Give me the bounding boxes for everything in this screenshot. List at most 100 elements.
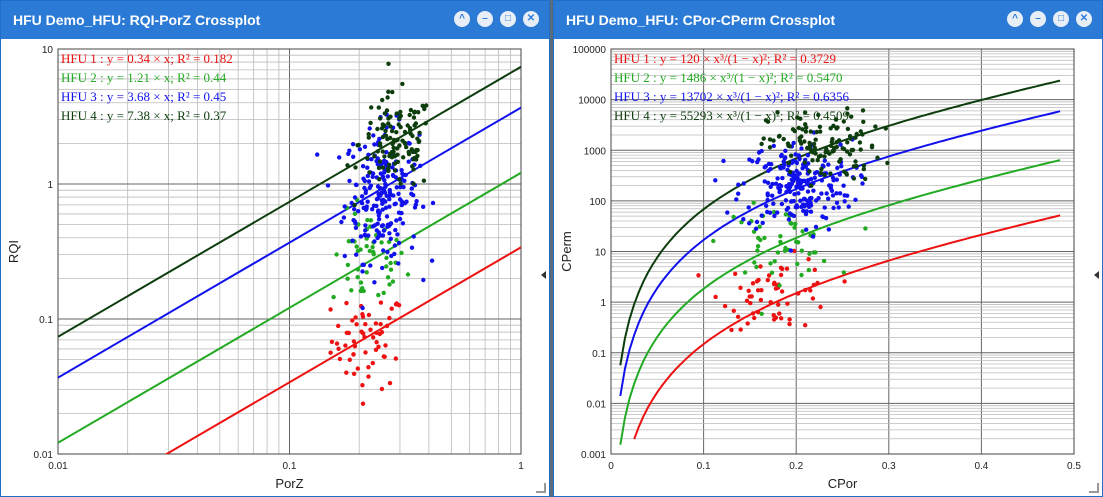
data-point [802,110,808,115]
fit-line-4 [58,65,521,338]
data-point [842,279,847,284]
data-point [354,252,359,257]
data-point [350,238,355,243]
data-point [347,178,352,184]
data-point [366,179,372,184]
data-point [817,124,823,129]
collapse-button[interactable]: ^ [1007,11,1023,27]
maximize-button[interactable]: □ [500,11,516,27]
close-button[interactable]: ✕ [523,11,539,27]
data-point [328,307,333,312]
data-point [375,149,380,154]
data-point [803,287,808,293]
data-point [844,172,849,177]
data-point [360,401,366,406]
data-point [351,352,356,357]
y-tick-label: 100000 [573,45,607,56]
window-controls: ^ – □ ✕ [454,11,539,27]
data-point [783,148,788,153]
data-point [798,186,803,191]
data-point [787,189,793,194]
data-point [411,167,416,172]
y-tick-label: 10000 [578,96,606,107]
data-point [400,81,405,87]
data-point [810,296,816,301]
data-point [380,97,385,103]
data-point [399,168,404,173]
data-point [841,183,846,188]
data-point [771,317,777,322]
data-point [802,160,807,165]
plot-frame [57,48,522,455]
collapse-button[interactable]: ^ [454,11,470,27]
data-point [738,327,743,332]
data-point [379,223,385,229]
resize-grip-icon[interactable] [536,483,546,493]
data-point [367,248,372,254]
data-point [361,176,366,181]
cpor-cperm-chart[interactable]: 0 0.1 0.2 0.3 0.4 0.5 0.001 0.01 0.1 1 10 100 1000 10… [554,39,1102,496]
data-point [370,360,375,366]
x-tick-label: 0.01 [48,461,68,472]
collapse-panel-icon[interactable] [541,271,546,279]
data-point [366,132,371,137]
data-point [771,143,776,149]
data-point [799,141,804,146]
data-point [387,231,392,236]
data-point [818,129,823,134]
data-point [814,170,820,175]
data-point [385,224,390,229]
close-button[interactable]: ✕ [1076,11,1092,27]
data-point [838,142,843,147]
fit-line-1 [633,214,1061,440]
data-point [778,239,783,245]
data-point [853,197,858,202]
data-point [845,193,850,198]
data-point [785,205,791,211]
data-point [799,146,804,151]
data-point [368,120,373,126]
data-point [341,215,347,220]
data-point [364,206,369,211]
data-point [342,253,347,259]
data-point [863,226,868,231]
data-point [417,130,422,135]
legend-entry: HFU 1 : y = 120 × x³/(1 − x)²; R² = 0.37… [614,51,836,66]
data-point [384,193,389,198]
data-point [775,250,781,255]
data-point [395,232,400,237]
data-point [788,248,794,253]
rqi-porz-chart[interactable]: 0.01 0.1 1 0.01 0.1 1 10 PorZ RQI HFU 1 : y = 0.3… [1,39,549,496]
data-point [375,126,380,132]
minimize-button[interactable]: – [477,11,493,27]
data-point [807,169,812,174]
data-point [396,191,401,196]
data-point [733,271,738,276]
data-point [381,197,386,203]
data-point [384,264,389,269]
data-point [355,267,361,272]
resize-grip-icon[interactable] [1089,483,1099,493]
data-point [785,141,791,146]
data-point [381,290,386,296]
data-point [818,304,823,310]
data-point [772,259,777,264]
data-point [765,180,771,185]
data-point [807,140,812,146]
data-point [351,339,357,344]
data-point [360,312,365,317]
data-point [761,136,766,141]
data-point [857,140,863,145]
data-point [387,187,392,193]
maximize-button[interactable]: □ [1053,11,1069,27]
minimize-button[interactable]: – [1030,11,1046,27]
data-point [814,129,819,135]
data-point [799,248,804,253]
collapse-panel-icon[interactable] [1094,271,1099,279]
x-axis-label: CPor [828,476,858,491]
data-point [376,344,381,349]
data-point [851,164,857,169]
data-point [352,211,358,216]
data-point [352,344,358,349]
x-tick-label: 0.1 [283,461,297,472]
